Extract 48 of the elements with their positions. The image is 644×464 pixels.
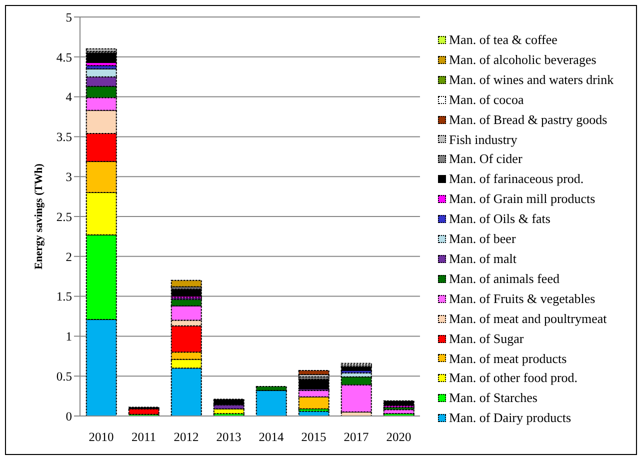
- legend-label: Man. of meat and poultrymeat: [449, 310, 607, 328]
- bar: [213, 398, 244, 406]
- bar: [128, 408, 160, 415]
- y-tick-label: 5: [66, 10, 72, 24]
- y-axis-title: Energy savings (TWh): [32, 163, 45, 270]
- y-tick-label: 3.5: [56, 130, 72, 144]
- legend-label: Man. of beer: [449, 230, 516, 248]
- x-tick-label: 2017: [344, 430, 369, 444]
- legend-label: Man. of animals feed: [449, 270, 560, 288]
- x-tick-label: 2015: [301, 430, 326, 444]
- bar: [256, 390, 287, 416]
- legend-label: Man. of Dairy products: [449, 409, 572, 428]
- bar: [383, 400, 414, 406]
- y-tick-label: 1: [66, 330, 72, 344]
- bar: [86, 52, 117, 63]
- bar: [170, 288, 202, 297]
- legend-label: Man. of wines and waters drink: [449, 70, 614, 89]
- legend-label: Fish industry: [449, 130, 518, 149]
- x-tick-label: 2014: [258, 430, 284, 444]
- x-tick-label: 2010: [88, 430, 114, 444]
- legend-label: Man. of Fruits & vegetables: [449, 290, 596, 308]
- legend-label: Man. of cocoa: [449, 90, 524, 109]
- legend-label: Man. of Bread & pastry goods: [449, 110, 608, 129]
- legend-label: Man. of Starches: [449, 389, 538, 408]
- y-tick-label: 2: [66, 250, 72, 264]
- y-tick-label: 2.5: [56, 210, 72, 224]
- x-tick-label: 2012: [174, 430, 199, 444]
- x-tick-label: 2013: [216, 430, 242, 444]
- legend-label: Man. of other food prod.: [449, 369, 578, 388]
- legend-label: Man. of Oils & fats: [449, 210, 550, 228]
- legend-label: Man. of Grain mill products: [449, 190, 596, 208]
- bar: [170, 280, 202, 288]
- legend-label: Man. of alcoholic beverages: [449, 50, 596, 69]
- legend-label: Man. Of cider: [449, 150, 522, 168]
- y-tick-label: 4.5: [56, 50, 72, 64]
- legend-label: Man. of malt: [449, 250, 517, 268]
- y-tick-label: 4: [66, 90, 73, 104]
- bar: [383, 409, 414, 414]
- x-tick-label: 2011: [131, 430, 156, 444]
- y-tick-label: 1.5: [56, 290, 72, 304]
- x-tick-label: 2020: [386, 430, 412, 444]
- y-tick-label: 0.5: [56, 370, 72, 384]
- y-tick-label: 0: [66, 409, 72, 424]
- legend-label: Man. of meat products: [449, 350, 567, 368]
- y-tick-label: 3: [66, 170, 72, 184]
- legend-label: Man. of farinaceous prod.: [449, 170, 584, 188]
- legend-label: Man. of Sugar: [449, 330, 524, 348]
- legend-label: Man. of tea & coffee: [449, 31, 558, 49]
